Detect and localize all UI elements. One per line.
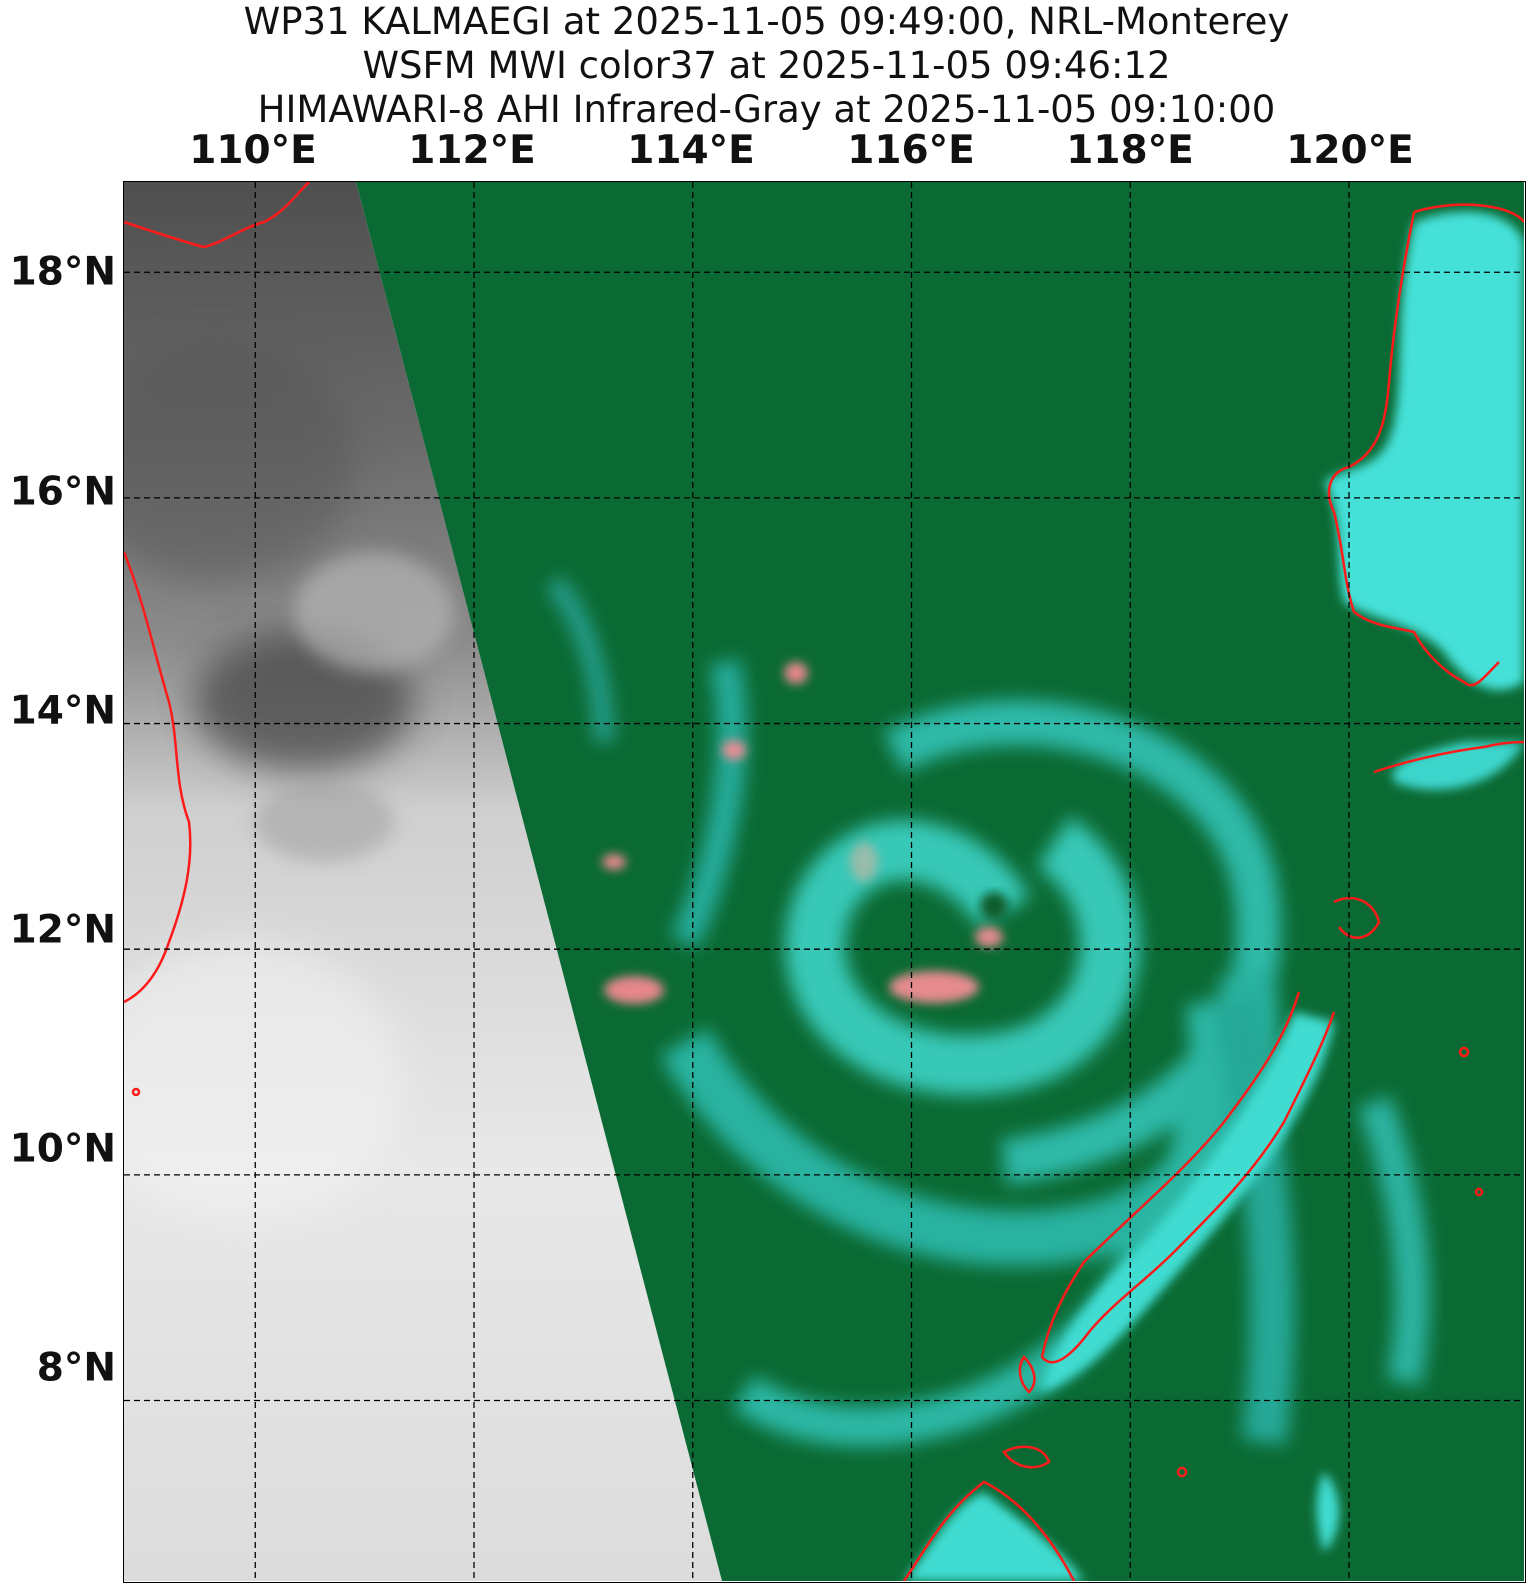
longitude-label-114e: 114°E: [627, 128, 755, 173]
latitude-label-8n: 8°N: [36, 1345, 116, 1391]
coastline-busuanga: [1333, 896, 1381, 939]
coastline-vietnam: [124, 551, 192, 1004]
latitude-label-16n: 16°N: [9, 469, 116, 515]
land-cyan-areas: [904, 211, 1524, 1581]
coastline-mindoro: [1373, 740, 1524, 774]
coastline-luzon: [1327, 203, 1524, 687]
latitude-label-18n: 18°N: [9, 249, 116, 295]
latitude-label-12n: 12°N: [9, 907, 116, 953]
longitude-label-110e: 110°E: [189, 128, 317, 173]
title-line-1: WP31 KALMAEGI at 2025-11-05 09:49:00, NR…: [243, 0, 1290, 43]
coastlines: [124, 182, 1524, 1581]
coastline-dot-1: [131, 1087, 141, 1097]
coastline-hainan: [124, 182, 310, 249]
coastline-dot-3: [1176, 1466, 1188, 1478]
coastline-palawan: [1040, 991, 1336, 1364]
coastline-dot-4: [1474, 1187, 1484, 1197]
graticule: [124, 182, 1524, 1581]
coastline-borneo: [902, 1480, 1076, 1581]
title-line-3: HIMAWARI-8 AHI Infrared-Gray at 2025-11-…: [257, 88, 1276, 131]
satellite-map-canvas: [124, 182, 1524, 1581]
latitude-label-10n: 10°N: [9, 1126, 116, 1172]
longitude-label-116e: 116°E: [847, 128, 975, 173]
longitude-label-118e: 118°E: [1066, 128, 1194, 173]
satellite-map: [123, 181, 1526, 1583]
coastline-dot-2: [1458, 1046, 1470, 1058]
figure-title: WP31 KALMAEGI at 2025-11-05 09:49:00, NR…: [0, 0, 1533, 132]
latitude-label-14n: 14°N: [9, 688, 116, 734]
coastline-islet-1: [1018, 1355, 1036, 1394]
title-line-2: WSFM MWI color37 at 2025-11-05 09:46:12: [362, 44, 1171, 87]
longitude-label-120e: 120°E: [1286, 128, 1414, 173]
longitude-label-112e: 112°E: [408, 128, 536, 173]
coastline-banggi: [1002, 1445, 1051, 1469]
